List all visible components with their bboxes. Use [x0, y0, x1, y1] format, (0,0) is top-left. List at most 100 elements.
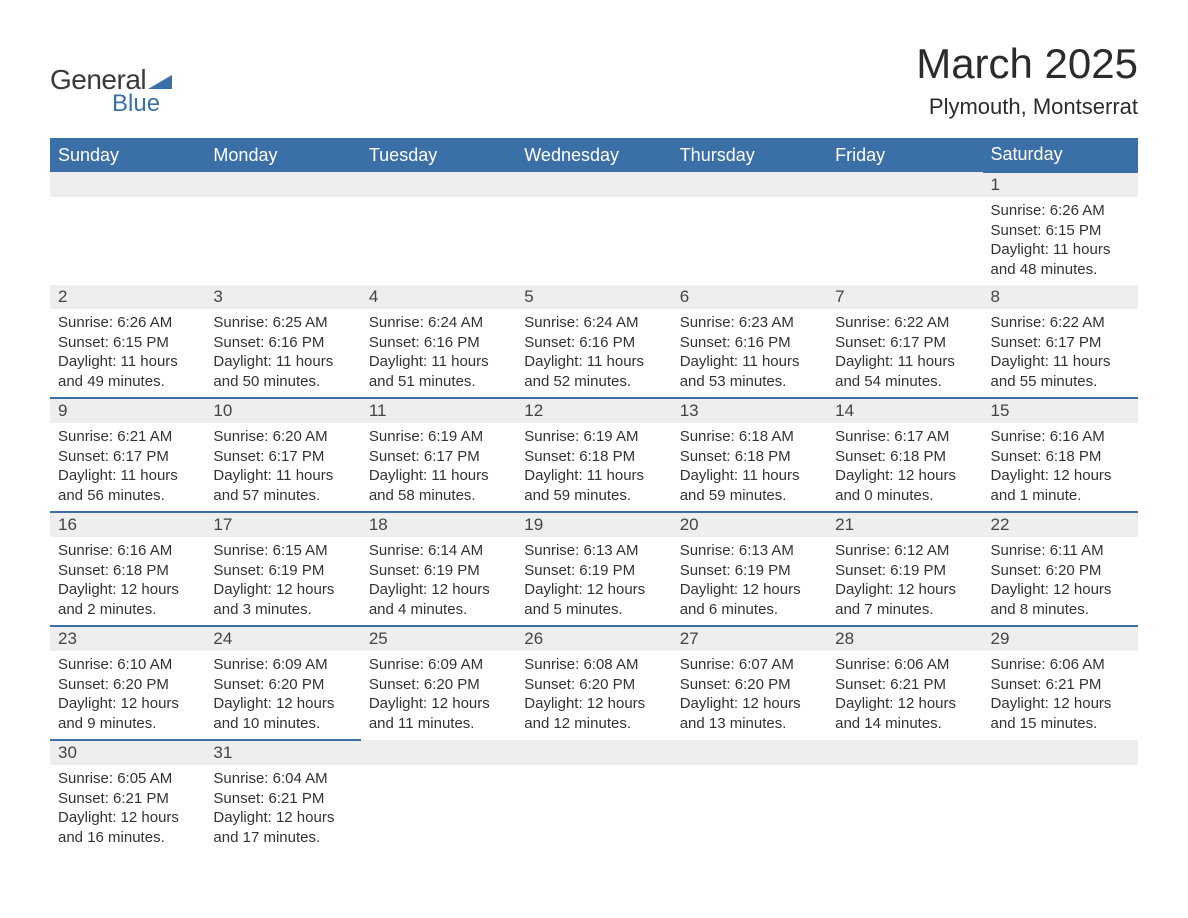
month-title: March 2025	[916, 40, 1138, 88]
day-daylight1: Daylight: 12 hours	[213, 694, 352, 714]
day-sunrise: Sunrise: 6:17 AM	[835, 427, 974, 447]
day-daylight1: Daylight: 11 hours	[524, 466, 663, 486]
day-sunset: Sunset: 6:19 PM	[524, 561, 663, 581]
day-daylight2: and 53 minutes.	[680, 372, 819, 392]
day-cell: 24Sunrise: 6:09 AMSunset: 6:20 PMDayligh…	[205, 626, 360, 740]
day-sunrise: Sunrise: 6:11 AM	[991, 541, 1130, 561]
day-daylight1: Daylight: 12 hours	[991, 694, 1130, 714]
day-daylight1: Daylight: 12 hours	[991, 466, 1130, 486]
day-daylight2: and 4 minutes.	[369, 600, 508, 620]
day-daylight2: and 56 minutes.	[58, 486, 197, 506]
day-sunrise: Sunrise: 6:08 AM	[524, 655, 663, 675]
day-daylight1: Daylight: 12 hours	[524, 580, 663, 600]
day-sunset: Sunset: 6:20 PM	[369, 675, 508, 695]
day-number: 16	[50, 513, 205, 537]
day-sunset: Sunset: 6:17 PM	[991, 333, 1130, 353]
day-number: 20	[672, 513, 827, 537]
day-daylight1: Daylight: 11 hours	[991, 352, 1130, 372]
empty-day-cell	[672, 740, 827, 853]
day-cell: 29Sunrise: 6:06 AMSunset: 6:21 PMDayligh…	[983, 626, 1138, 740]
day-sunrise: Sunrise: 6:07 AM	[680, 655, 819, 675]
day-daylight1: Daylight: 12 hours	[835, 466, 974, 486]
day-sunrise: Sunrise: 6:09 AM	[213, 655, 352, 675]
day-number: 12	[516, 399, 671, 423]
day-number: 4	[361, 285, 516, 309]
day-body: Sunrise: 6:21 AMSunset: 6:17 PMDaylight:…	[50, 423, 205, 511]
day-sunrise: Sunrise: 6:24 AM	[524, 313, 663, 333]
day-body: Sunrise: 6:13 AMSunset: 6:19 PMDaylight:…	[672, 537, 827, 625]
day-sunset: Sunset: 6:18 PM	[58, 561, 197, 581]
day-daylight1: Daylight: 11 hours	[58, 466, 197, 486]
day-cell: 11Sunrise: 6:19 AMSunset: 6:17 PMDayligh…	[361, 398, 516, 512]
empty-daynum-bar	[50, 172, 205, 197]
day-number: 17	[205, 513, 360, 537]
day-sunrise: Sunrise: 6:14 AM	[369, 541, 508, 561]
day-sunset: Sunset: 6:20 PM	[680, 675, 819, 695]
day-body: Sunrise: 6:18 AMSunset: 6:18 PMDaylight:…	[672, 423, 827, 511]
empty-day-cell	[516, 172, 671, 285]
day-body: Sunrise: 6:12 AMSunset: 6:19 PMDaylight:…	[827, 537, 982, 625]
logo-triangle-icon	[148, 71, 172, 89]
empty-daynum-bar	[827, 740, 982, 765]
day-body: Sunrise: 6:26 AMSunset: 6:15 PMDaylight:…	[983, 197, 1138, 285]
empty-day-cell	[827, 740, 982, 853]
empty-daynum-bar	[672, 740, 827, 765]
day-sunrise: Sunrise: 6:21 AM	[58, 427, 197, 447]
dow-saturday: Saturday	[983, 138, 1138, 172]
day-sunset: Sunset: 6:17 PM	[369, 447, 508, 467]
day-number: 18	[361, 513, 516, 537]
day-sunrise: Sunrise: 6:26 AM	[58, 313, 197, 333]
day-daylight2: and 9 minutes.	[58, 714, 197, 734]
day-cell: 19Sunrise: 6:13 AMSunset: 6:19 PMDayligh…	[516, 512, 671, 626]
day-number: 7	[827, 285, 982, 309]
day-number: 9	[50, 399, 205, 423]
day-sunrise: Sunrise: 6:24 AM	[369, 313, 508, 333]
day-sunset: Sunset: 6:16 PM	[213, 333, 352, 353]
day-body: Sunrise: 6:23 AMSunset: 6:16 PMDaylight:…	[672, 309, 827, 397]
day-body: Sunrise: 6:22 AMSunset: 6:17 PMDaylight:…	[827, 309, 982, 397]
day-body: Sunrise: 6:24 AMSunset: 6:16 PMDaylight:…	[361, 309, 516, 397]
day-number: 6	[672, 285, 827, 309]
day-daylight1: Daylight: 12 hours	[369, 580, 508, 600]
day-daylight2: and 54 minutes.	[835, 372, 974, 392]
day-sunrise: Sunrise: 6:06 AM	[991, 655, 1130, 675]
day-number: 14	[827, 399, 982, 423]
day-daylight1: Daylight: 11 hours	[835, 352, 974, 372]
day-cell: 18Sunrise: 6:14 AMSunset: 6:19 PMDayligh…	[361, 512, 516, 626]
day-daylight2: and 59 minutes.	[680, 486, 819, 506]
empty-day-cell	[516, 740, 671, 853]
day-number: 3	[205, 285, 360, 309]
day-sunset: Sunset: 6:19 PM	[835, 561, 974, 581]
day-body: Sunrise: 6:16 AMSunset: 6:18 PMDaylight:…	[983, 423, 1138, 511]
day-sunrise: Sunrise: 6:23 AM	[680, 313, 819, 333]
day-number: 2	[50, 285, 205, 309]
dow-monday: Monday	[205, 138, 360, 172]
day-daylight2: and 6 minutes.	[680, 600, 819, 620]
logo-text-blue: Blue	[112, 90, 172, 118]
day-daylight1: Daylight: 12 hours	[369, 694, 508, 714]
empty-daynum-bar	[672, 172, 827, 197]
day-sunrise: Sunrise: 6:20 AM	[213, 427, 352, 447]
day-daylight1: Daylight: 11 hours	[369, 466, 508, 486]
day-number: 11	[361, 399, 516, 423]
empty-day-cell	[983, 740, 1138, 853]
day-sunset: Sunset: 6:15 PM	[991, 221, 1130, 241]
page-header: General Blue March 2025 Plymouth, Montse…	[50, 40, 1138, 120]
day-number: 30	[50, 741, 205, 765]
day-daylight1: Daylight: 11 hours	[991, 240, 1130, 260]
empty-day-cell	[205, 172, 360, 285]
day-number: 23	[50, 627, 205, 651]
day-daylight2: and 57 minutes.	[213, 486, 352, 506]
day-number: 26	[516, 627, 671, 651]
day-daylight1: Daylight: 12 hours	[680, 580, 819, 600]
empty-day-cell	[361, 172, 516, 285]
day-cell: 15Sunrise: 6:16 AMSunset: 6:18 PMDayligh…	[983, 398, 1138, 512]
day-cell: 28Sunrise: 6:06 AMSunset: 6:21 PMDayligh…	[827, 626, 982, 740]
day-sunset: Sunset: 6:16 PM	[369, 333, 508, 353]
day-sunrise: Sunrise: 6:09 AM	[369, 655, 508, 675]
day-sunset: Sunset: 6:18 PM	[835, 447, 974, 467]
day-daylight1: Daylight: 12 hours	[991, 580, 1130, 600]
calendar-table: Sunday Monday Tuesday Wednesday Thursday…	[50, 138, 1138, 853]
empty-day-cell	[672, 172, 827, 285]
day-sunrise: Sunrise: 6:16 AM	[991, 427, 1130, 447]
